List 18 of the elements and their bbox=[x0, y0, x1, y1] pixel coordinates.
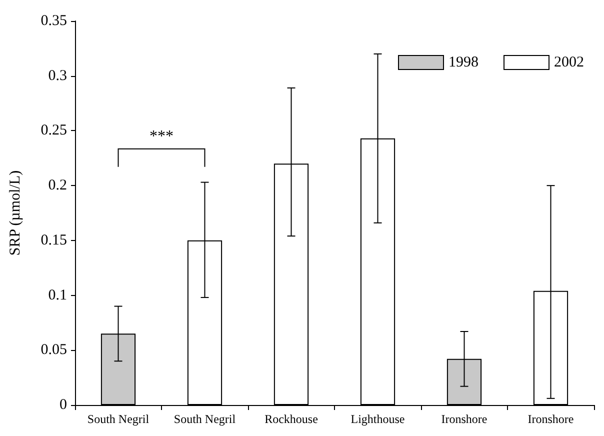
y-tick-label: 0.35 bbox=[40, 13, 67, 29]
x-tick-label: South Negril bbox=[87, 412, 150, 426]
x-tick-label: Lighthouse bbox=[350, 412, 405, 426]
y-axis-title: SRP (µmol/L) bbox=[8, 170, 24, 256]
x-tick-label: South Negril bbox=[174, 412, 236, 426]
y-tick-label: 0.2 bbox=[48, 178, 67, 194]
annotation: *** bbox=[150, 128, 174, 145]
legend-label: 1998 bbox=[448, 54, 478, 70]
y-tick-label: 0.25 bbox=[40, 122, 67, 139]
x-tick-label: Ironshore bbox=[441, 412, 488, 426]
y-tick-label: 0.05 bbox=[40, 342, 67, 358]
x-tick-label: Ironshore bbox=[528, 412, 574, 426]
y-tick-label: 0.15 bbox=[40, 232, 67, 248]
y-tick-label: 0 bbox=[60, 397, 67, 413]
y-tick-label: 0.1 bbox=[48, 287, 67, 304]
x-tick-label: Rockhouse bbox=[264, 412, 318, 426]
legend-label: 2002 bbox=[554, 54, 584, 70]
y-tick-label: 0.3 bbox=[48, 68, 67, 84]
